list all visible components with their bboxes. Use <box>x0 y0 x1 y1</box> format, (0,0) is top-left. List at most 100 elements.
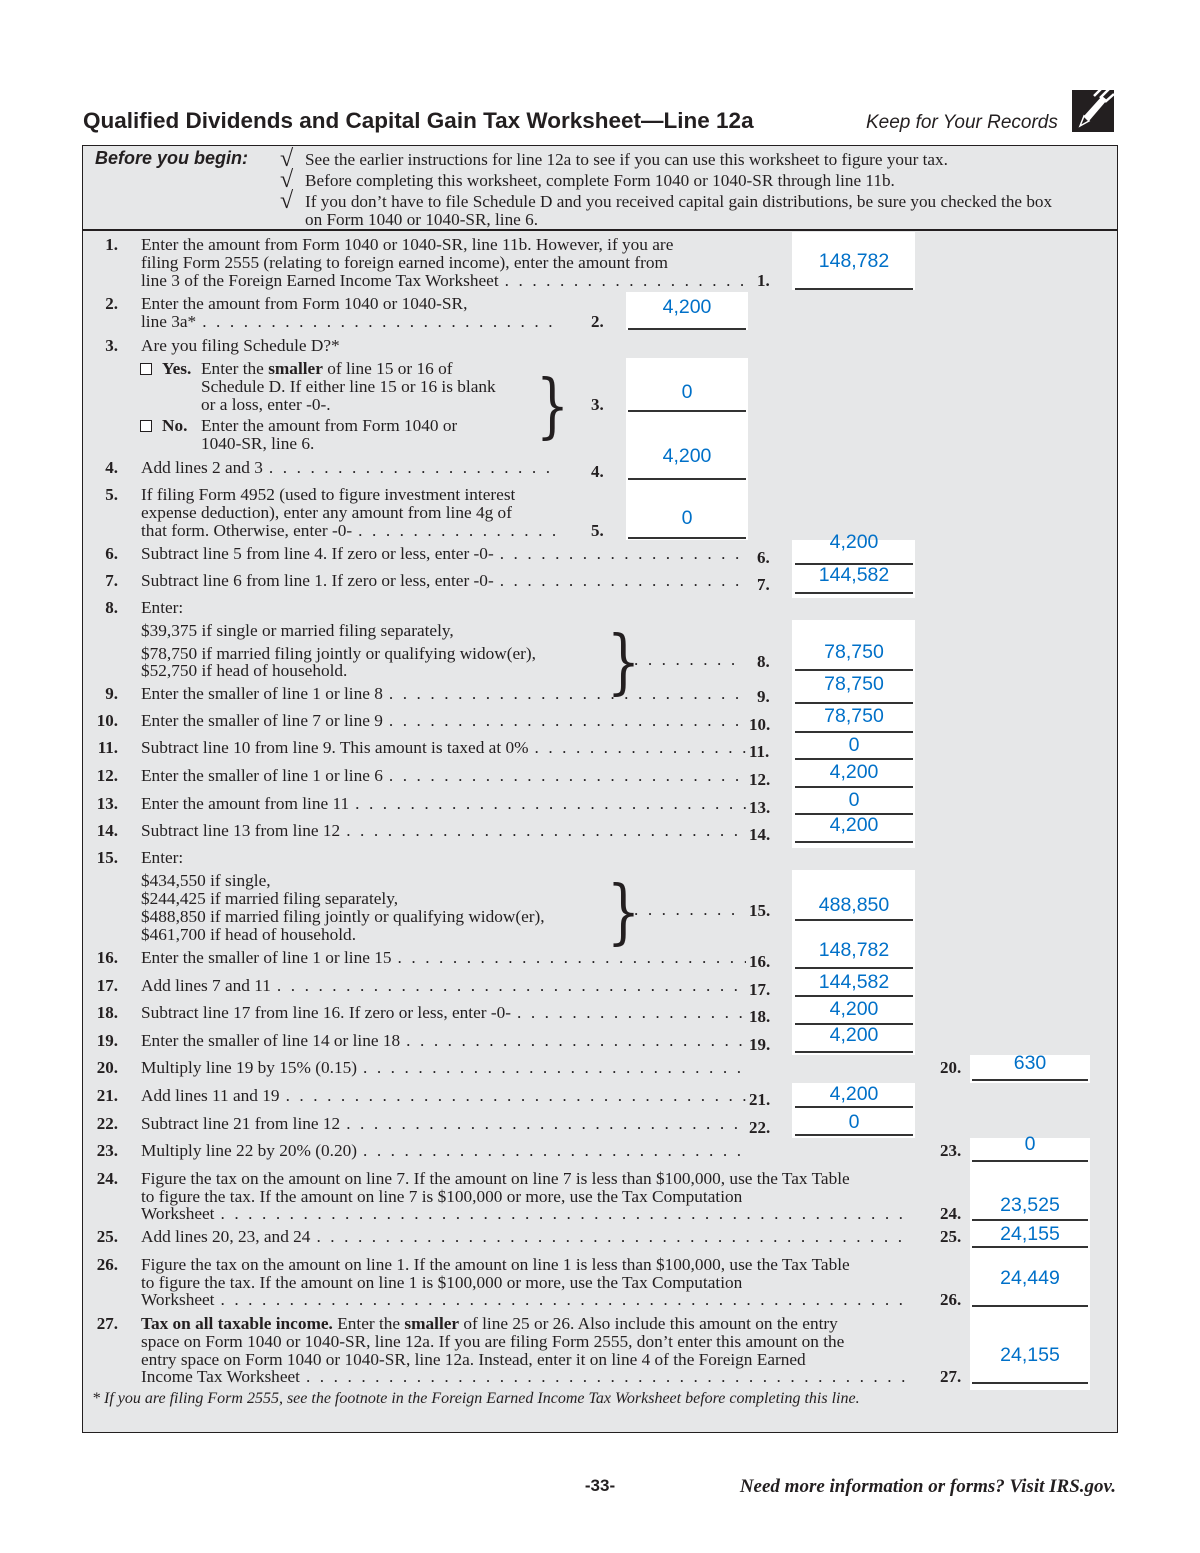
line-text: or a loss, enter -0-. <box>201 395 331 414</box>
dot-leader: . . . . . . . . . . . . . . . . . . . . … <box>499 544 743 563</box>
line-3-amount-field[interactable]: 0 <box>681 381 693 403</box>
brace: } <box>607 872 641 953</box>
line-text: $78,750 if married filing jointly or qua… <box>141 644 536 663</box>
line-18-amount-field[interactable]: 4,200 <box>829 998 879 1020</box>
dot-leader: . . . . . . . . . . . . . . . . . . . . … <box>499 571 743 590</box>
line-text: line 3a* <box>141 312 197 331</box>
line-text: Worksheet <box>141 1204 215 1223</box>
dot-leader: . . . . . . . . . . . . . . . . . . . . … <box>534 738 746 757</box>
line-label: 4. <box>591 462 604 481</box>
line-4-text: Add lines 2 and 3 . . . . . . . . . . . .… <box>141 458 558 478</box>
entry-box <box>626 292 748 330</box>
line-text: entry space on Form 1040 or 1040-SR, lin… <box>141 1350 806 1369</box>
line-number: 9. <box>105 684 118 703</box>
entry-underline <box>628 328 746 330</box>
text-segment: Enter the <box>201 359 269 378</box>
line-label: 15. <box>749 901 771 920</box>
line-16-amount-field[interactable]: 148,782 <box>818 939 890 961</box>
entry-underline <box>972 1160 1088 1162</box>
line-13-text: Enter the amount from line 11 . . . . . .… <box>141 794 746 814</box>
line-13-amount-field[interactable]: 0 <box>848 789 860 811</box>
line-2-text: line 3a* . . . . . . . . . . . . . . . . … <box>141 312 558 332</box>
line-text: Add lines 20, 23, and 24 <box>141 1227 311 1246</box>
entry-box <box>792 232 915 290</box>
line-text: $488,850 if married filing jointly or qu… <box>141 907 545 926</box>
line-25-amount-field[interactable]: 24,155 <box>1000 1223 1060 1245</box>
line-1-amount-field[interactable]: 148,782 <box>818 250 890 272</box>
line-4-amount-field[interactable]: 4,200 <box>662 445 712 467</box>
worksheet-panel <box>82 145 1118 1433</box>
line-text: Enter the smaller of line 1 or line 15 <box>141 948 392 967</box>
schedule-d-yes-checkbox[interactable] <box>140 363 152 375</box>
entry-underline <box>795 563 913 565</box>
schedule-d-no-text: 1040-SR, line 6. <box>201 434 314 454</box>
bold-text: smaller <box>404 1314 460 1333</box>
line-14-amount-field[interactable]: 4,200 <box>829 814 879 836</box>
line-7-text: Subtract line 6 from line 1. If zero or … <box>141 571 743 591</box>
schedule-d-no-checkbox[interactable] <box>140 420 152 432</box>
line-1-text: line 3 of the Foreign Earned Income Tax … <box>141 271 743 291</box>
line-2-amount-field[interactable]: 4,200 <box>662 296 712 318</box>
entry-underline <box>972 1382 1088 1384</box>
line-8-text: $78,750 if married filing jointly or qua… <box>141 644 536 664</box>
line-10-amount-field[interactable]: 78,750 <box>824 705 884 727</box>
line-text: $52,750 if head of household. <box>141 661 348 680</box>
line-12-amount-field[interactable]: 4,200 <box>829 761 879 783</box>
line-23-amount-field[interactable]: 0 <box>1024 1133 1036 1155</box>
line-text: to figure the tax. If the amount on line… <box>141 1273 743 1292</box>
entry-box <box>792 1083 915 1138</box>
line-24-amount-field[interactable]: 23,525 <box>1000 1194 1060 1216</box>
line-text: Subtract line 17 from line 16. If zero o… <box>141 1003 511 1022</box>
entry-underline <box>972 1079 1088 1081</box>
dot-leader: . . . . . . . . . . . . . . . . . . . . … <box>634 900 736 919</box>
dot-leader: . . . . . . . . . . . . . . . . . . . . … <box>634 650 736 669</box>
line-label: 20. <box>940 1058 962 1077</box>
line-number: 7. <box>105 571 118 590</box>
line-number: 13. <box>96 794 118 813</box>
dot-leader: . . . . . . . . . . . . . . . . . . . . … <box>406 1031 746 1050</box>
line-7-amount-field[interactable]: 144,582 <box>818 564 890 586</box>
line-27-amount-field[interactable]: 24,155 <box>1000 1344 1060 1366</box>
line-17-amount-field[interactable]: 144,582 <box>818 971 890 993</box>
line-8-amount-field[interactable]: 78,750 <box>824 641 884 663</box>
entry-underline <box>795 702 913 704</box>
entry-underline <box>795 841 913 843</box>
instruction-text: If you don’t have to file Schedule D and… <box>305 192 1053 211</box>
text-segment: Enter the <box>332 1314 405 1333</box>
dot-leader: . . . . . . . . . . . . . . . . . . . . … <box>285 1086 746 1105</box>
line-5-text: that form. Otherwise, enter -0- . . . . .… <box>141 521 558 541</box>
entry-underline <box>628 537 746 539</box>
line-label: 21. <box>749 1090 771 1109</box>
line-22-amount-field[interactable]: 0 <box>848 1111 860 1133</box>
line-number: 20. <box>96 1058 118 1077</box>
more-info-link[interactable]: Need more information or forms? Visit IR… <box>739 1476 1116 1497</box>
line-text: Schedule D. If either line 15 or 16 is b… <box>201 377 496 396</box>
line-5-amount-field[interactable]: 0 <box>681 507 693 529</box>
line-label: 10. <box>749 715 771 734</box>
dot-leader: . . . . . . . . . . . . . . . . . . . . … <box>346 821 746 840</box>
brace: } <box>607 622 641 703</box>
entry-underline <box>795 813 913 815</box>
line-26-amount-field[interactable]: 24,449 <box>1000 1267 1060 1289</box>
line-21-amount-field[interactable]: 4,200 <box>829 1083 879 1105</box>
line-number: 3. <box>105 336 118 355</box>
line-11-amount-field[interactable]: 0 <box>848 734 860 756</box>
entry-box <box>792 620 915 848</box>
instruction-text: See the earlier instructions for line 12… <box>305 150 948 169</box>
line-6-amount-field[interactable]: 4,200 <box>829 531 879 553</box>
schedule-d-yes-text: or a loss, enter -0-. <box>201 395 331 415</box>
entry-underline <box>795 967 913 969</box>
dot-leader: . . . . . . . . . . . . . . . . . . . . … <box>397 948 746 967</box>
line-15-amount-field[interactable]: 488,850 <box>818 894 890 916</box>
line-text: Worksheet <box>141 1290 215 1309</box>
line-text: Are you filing Schedule D?* <box>141 336 340 355</box>
dot-leader: . . . . . . . . . . . . . . . . . . . . … <box>388 711 746 730</box>
line-14-text: Subtract line 13 from line 12 . . . . . .… <box>141 821 746 841</box>
schedule-d-no-text: Enter the amount from Form 1040 or <box>201 416 457 436</box>
line-number: 22. <box>96 1114 118 1133</box>
line-20-amount-field[interactable]: 630 <box>1013 1052 1047 1074</box>
dot-leader: . . . . . . . . . . . . . . . . . . . . … <box>316 1227 910 1246</box>
line-19-amount-field[interactable]: 4,200 <box>829 1024 879 1046</box>
line-label: 13. <box>749 798 771 817</box>
line-9-amount-field[interactable]: 78,750 <box>824 673 884 695</box>
